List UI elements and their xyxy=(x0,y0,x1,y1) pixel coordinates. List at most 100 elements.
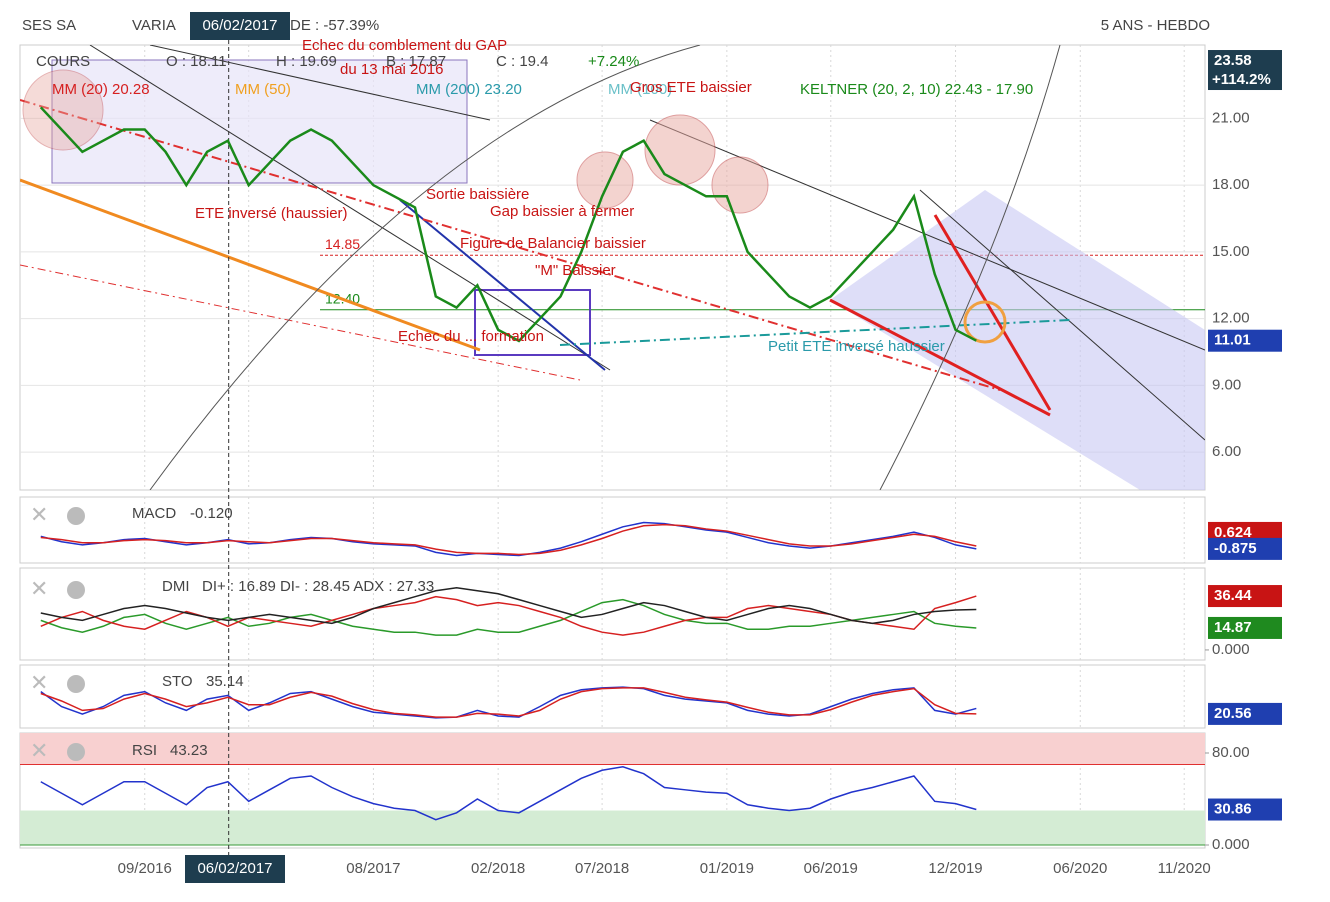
zone xyxy=(20,810,1205,846)
legend-mm50: MM (50) xyxy=(235,81,291,98)
variation-label: VARIA xyxy=(132,17,176,34)
series-line xyxy=(39,106,977,343)
stock-name: SES SA xyxy=(22,17,76,34)
close-icon: ✕ xyxy=(30,576,48,601)
legend-keltner: KELTNER (20, 2, 10) 22.43 - 17.90 xyxy=(800,81,1033,98)
arrow xyxy=(829,298,1051,417)
y-tick-label: 18.00 xyxy=(1212,176,1250,193)
trend-line xyxy=(559,319,1071,346)
series-line xyxy=(40,766,977,821)
last-value-box xyxy=(1208,702,1282,725)
trend-line xyxy=(20,178,481,352)
indicator-value: 35.14 xyxy=(206,673,244,690)
y-tick-label: 80.00 xyxy=(1212,744,1250,761)
annotation: ETE inversé (haussier) xyxy=(195,205,348,222)
channel xyxy=(830,190,1205,490)
x-tick-label: 02/2018 xyxy=(471,860,525,877)
y-tick-label: 0.000 xyxy=(1212,836,1250,853)
variation-value: DE : -57.39% xyxy=(290,17,379,34)
indicator-name: RSI xyxy=(132,742,157,759)
gear-icon xyxy=(67,507,85,525)
close-icon: ✕ xyxy=(30,738,48,763)
drawings xyxy=(20,45,1205,490)
indicator-name: MACD xyxy=(132,505,176,522)
legend-mm200: MM (200) 23.20 xyxy=(416,81,522,98)
cursor-box xyxy=(185,855,285,883)
trend-line xyxy=(89,45,611,371)
sto-panel xyxy=(19,664,1206,729)
legend-mm20: MM (20) 20.28 xyxy=(52,81,150,98)
indicator-value: -0.120 xyxy=(190,505,233,522)
y-tick-label: 6.00 xyxy=(1212,443,1241,460)
last-value-box xyxy=(1208,537,1282,560)
circle xyxy=(576,151,634,209)
legend-change: +7.24% xyxy=(588,53,639,70)
x-tick-label: 12/2019 xyxy=(928,860,982,877)
x-tick-label: 06/2020 xyxy=(1053,860,1107,877)
last-value-box xyxy=(1208,616,1282,639)
last-value-label: 0.624 xyxy=(1214,524,1252,541)
series-line xyxy=(40,687,977,718)
legend-mm100: MM (100) xyxy=(608,81,672,98)
trend-line xyxy=(399,199,606,371)
legend-low: B : 17.87 xyxy=(386,53,446,70)
level-label: 14.85 xyxy=(325,236,360,252)
rectangle xyxy=(51,59,468,184)
trend-line xyxy=(919,189,1205,441)
panel-icons: ✕ ✕ ✕ ✕ xyxy=(30,502,85,763)
x-tick-label: 01/2019 xyxy=(700,860,754,877)
x-tick-label: 07/2018 xyxy=(575,860,629,877)
arc xyxy=(149,45,701,490)
x-tick-label: 06/2019 xyxy=(804,860,858,877)
annotation: "M" Baissier xyxy=(535,262,616,279)
last-value-box xyxy=(1208,50,1282,91)
zone xyxy=(20,733,1205,765)
gear-icon xyxy=(67,675,85,693)
legend-high: H : 19.69 xyxy=(276,53,337,70)
y-tick-label: 21.00 xyxy=(1212,109,1250,126)
last-value-note: +114.2% xyxy=(1212,71,1271,88)
last-value-label: 36.44 xyxy=(1214,587,1252,604)
annotation: Petit ETE inversé haussier xyxy=(768,338,945,355)
layers: 23.58 +114.2% 11.01 0.624-0.875 36.44 14.87 20… xyxy=(1208,50,1282,821)
circle xyxy=(22,69,104,151)
circle xyxy=(644,114,716,186)
arrow xyxy=(933,214,1052,411)
annotation: Echec du ... formation xyxy=(398,328,544,345)
indicator-value: DI+ : 16.89 DI- : 28.45 ADX : 27.33 xyxy=(202,578,434,595)
annotation: Echec du comblement du GAP xyxy=(302,37,507,54)
gear-icon xyxy=(67,743,85,761)
cursor-date: 06/02/2017 xyxy=(197,860,272,877)
annotation: Gros ETE baissier xyxy=(630,79,752,96)
last-value-label: 30.86 xyxy=(1214,800,1252,817)
annotation: Figure de Balancier baissier xyxy=(460,235,646,252)
trend-line xyxy=(149,45,491,121)
series-line xyxy=(40,521,977,557)
series-line xyxy=(40,523,977,556)
series-line xyxy=(40,598,977,636)
legend-close: C : 19.4 xyxy=(496,53,549,70)
close-icon: ✕ xyxy=(30,502,48,527)
y-tick-label: 9.00 xyxy=(1212,376,1241,393)
x-tick-label: 08/2017 xyxy=(346,860,400,877)
last-value-label: 14.87 xyxy=(1214,619,1252,636)
close-icon: ✕ xyxy=(30,670,48,695)
annotation: Sortie baissière xyxy=(426,186,529,203)
trend-line xyxy=(20,264,581,381)
indicator-name: DMI xyxy=(162,578,190,595)
layers xyxy=(39,40,977,855)
y-tick-label: 12.00 xyxy=(1212,310,1250,327)
indicator-value: 43.23 xyxy=(170,742,208,759)
last-value-box xyxy=(1208,798,1282,821)
period: 5 ANS - HEBDO xyxy=(1101,17,1210,34)
last-value-box xyxy=(1208,585,1282,608)
series-line xyxy=(40,587,977,625)
circle xyxy=(963,300,1007,344)
last-value-label: 11.01 xyxy=(1214,332,1251,349)
cursor-box xyxy=(190,12,290,40)
legend-open: O : 18.11 xyxy=(166,53,227,70)
rectangle xyxy=(474,289,591,356)
last-value-label: 23.58 xyxy=(1214,52,1252,69)
legend-cours: COURS xyxy=(36,53,90,70)
